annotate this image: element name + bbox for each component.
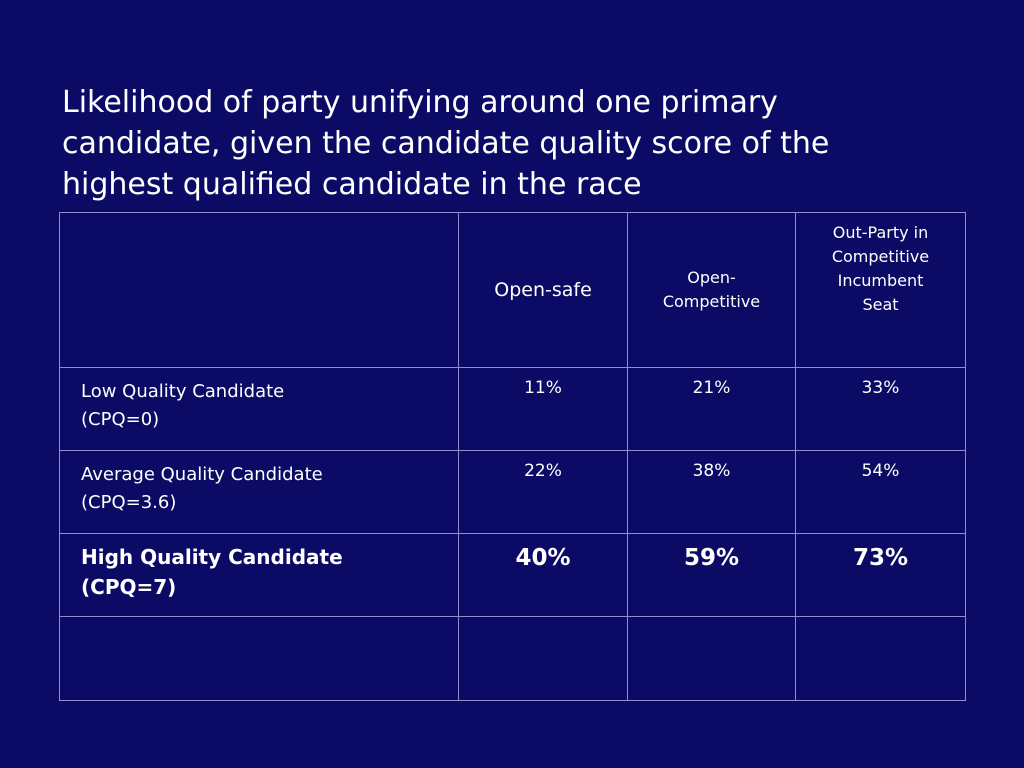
cell-average-open-competitive: 38% — [627, 450, 796, 534]
empty-cell — [627, 616, 796, 701]
empty-cell — [795, 616, 966, 701]
row-label-line2: (CPQ=7) — [81, 575, 177, 599]
header-out-party-line1: Out-Party in — [832, 223, 929, 242]
table-row: High Quality Candidate (CPQ=7) 40% 59% 7… — [59, 533, 966, 617]
header-open-competitive-line2: Competitive — [662, 292, 761, 311]
empty-cell — [59, 616, 459, 701]
header-empty-cell — [59, 212, 459, 368]
slide-title: Likelihood of party unifying around one … — [62, 82, 962, 205]
row-label-average-quality: Average Quality Candidate (CPQ=3.6) — [59, 450, 459, 534]
results-table: Open-safe Open- Competitive Out-Party in… — [59, 212, 966, 701]
cell-low-out-party: 33% — [795, 367, 966, 451]
cell-high-out-party: 73% — [795, 533, 966, 617]
title-line-2: candidate, given the candidate quality s… — [62, 126, 830, 161]
cell-average-open-safe: 22% — [458, 450, 628, 534]
header-open-competitive-line1: Open- — [687, 268, 736, 287]
header-out-party-line2: Competitive — [831, 247, 930, 266]
header-open-safe: Open-safe — [458, 212, 628, 368]
cell-high-open-safe: 40% — [458, 533, 628, 617]
header-out-party-line3: Incumbent — [837, 271, 924, 290]
header-out-party-competitive-incumbent-seat: Out-Party in Competitive Incumbent Seat — [795, 212, 966, 368]
header-out-party-line4: Seat — [862, 295, 899, 314]
row-label-line1: Low Quality Candidate — [81, 381, 285, 402]
row-label-line2: (CPQ=3.6) — [81, 492, 177, 513]
row-label-line2: (CPQ=0) — [81, 409, 160, 430]
empty-cell — [458, 616, 628, 701]
row-label-high-quality: High Quality Candidate (CPQ=7) — [59, 533, 459, 617]
table-row: Low Quality Candidate (CPQ=0) 11% 21% 33… — [59, 367, 966, 451]
header-open-competitive: Open- Competitive — [627, 212, 796, 368]
title-line-1: Likelihood of party unifying around one … — [62, 85, 778, 120]
table-header-row: Open-safe Open- Competitive Out-Party in… — [59, 212, 966, 368]
cell-high-open-competitive: 59% — [627, 533, 796, 617]
row-label-line1: High Quality Candidate — [81, 545, 343, 569]
row-label-line1: Average Quality Candidate — [81, 464, 323, 485]
table-row-empty — [59, 616, 966, 701]
title-line-3: highest qualified candidate in the race — [62, 167, 642, 202]
cell-average-out-party: 54% — [795, 450, 966, 534]
cell-low-open-competitive: 21% — [627, 367, 796, 451]
row-label-low-quality: Low Quality Candidate (CPQ=0) — [59, 367, 459, 451]
cell-low-open-safe: 11% — [458, 367, 628, 451]
table-row: Average Quality Candidate (CPQ=3.6) 22% … — [59, 450, 966, 534]
